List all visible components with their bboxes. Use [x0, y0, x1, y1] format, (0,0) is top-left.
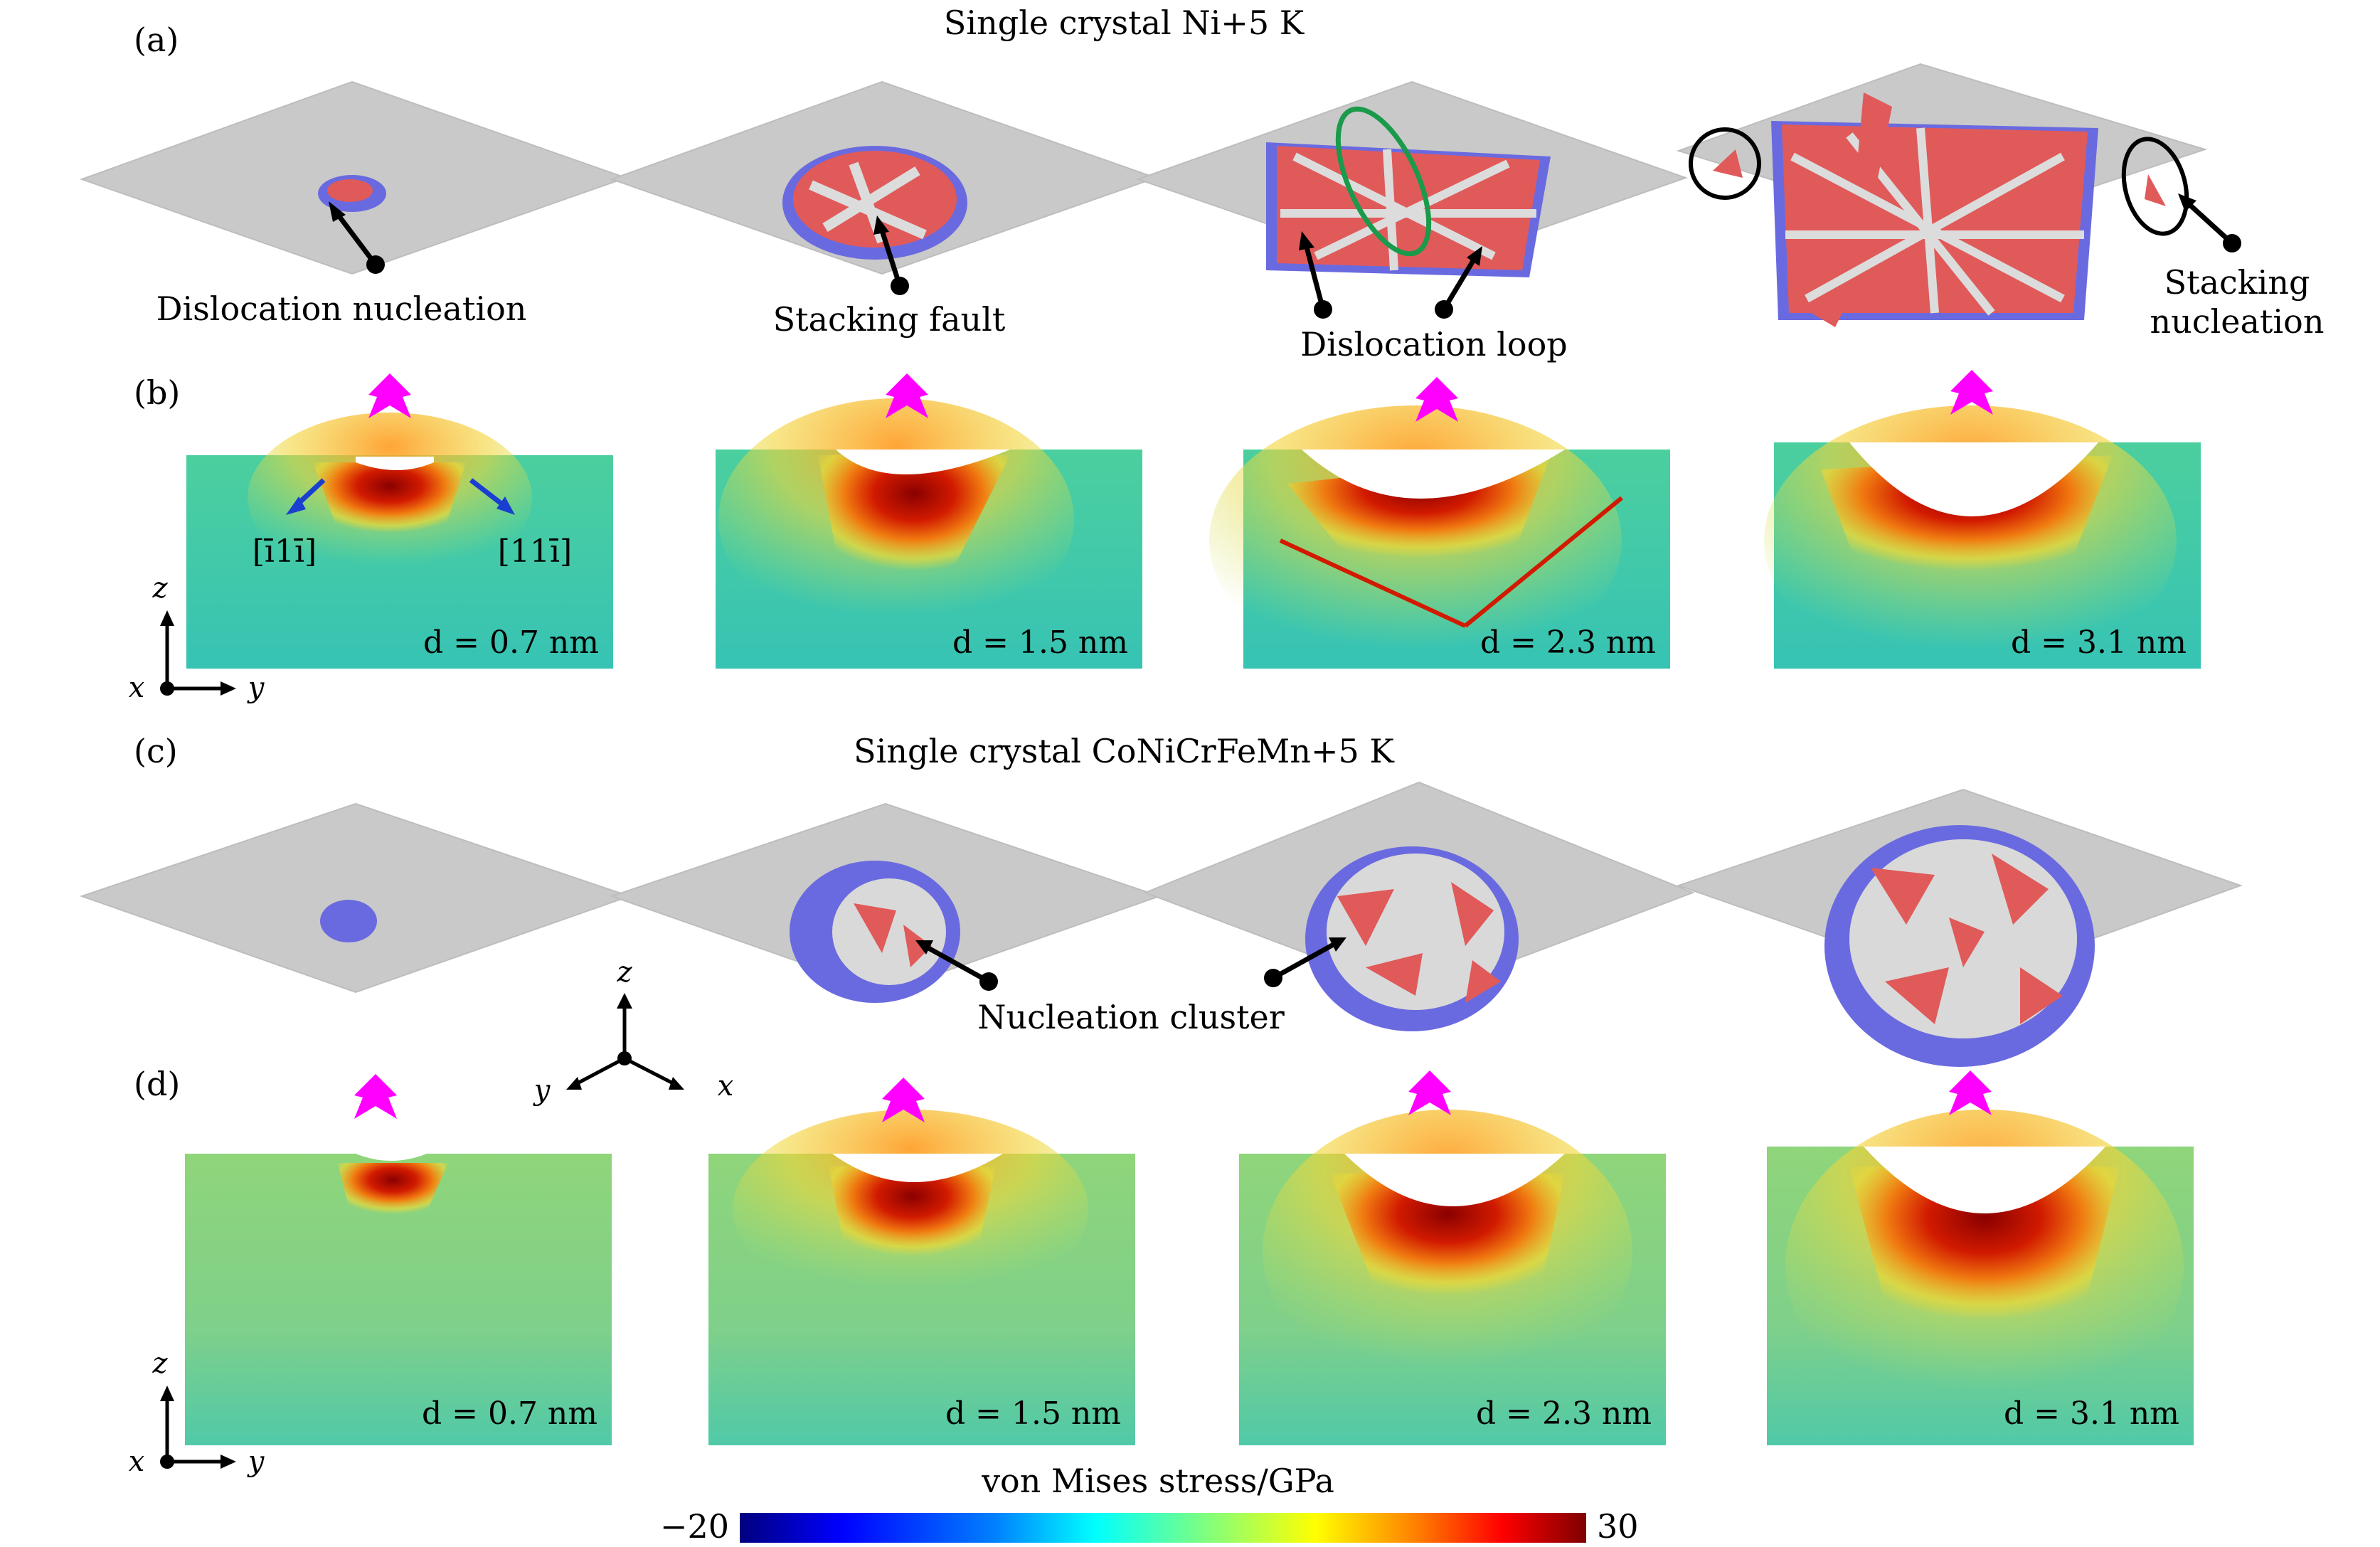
indenter-arrow [1950, 370, 1993, 415]
panel-b-maps [186, 398, 2201, 676]
annotation-dislocation-nucleation: Dislocation nucleation [156, 289, 527, 328]
axis3d-z-label: z [616, 956, 632, 989]
indenter-arrow [1408, 1070, 1451, 1115]
annotation-stacking-nucleation-2: nucleation [2150, 302, 2325, 341]
annotation-stacking-nucleation-1: Stacking [2164, 263, 2310, 302]
panel-d-maps [185, 1110, 2194, 1445]
ni-stress-map-4 [1764, 405, 2201, 676]
ni-snapshot-3 [1135, 80, 1689, 277]
indenter-arrow [886, 373, 928, 418]
callout-arrow [1272, 940, 1339, 981]
depth-label-d4: d = 3.1 nm [2004, 1396, 2179, 1432]
ni-stress-map-2 [716, 398, 1142, 669]
axis-x-label-b: x [129, 671, 145, 704]
depth-label-d3: d = 2.3 nm [1476, 1396, 1652, 1432]
panel-d-label: (d) [134, 1065, 180, 1103]
indenter-arrow [1949, 1070, 1992, 1115]
annotation-nucleation-cluster: Nucleation cluster [977, 998, 1285, 1036]
panel-b-label: (b) [134, 373, 180, 412]
colorbar-title: von Mises stress/GPa [981, 1462, 1334, 1500]
depth-label-b4: d = 3.1 nm [2011, 624, 2187, 661]
axis3d-x-label: x [718, 1070, 734, 1102]
axis-y-label-b: y [247, 671, 265, 704]
direction-right-label: [11ī] [498, 533, 572, 570]
direction-arrows [286, 478, 515, 515]
panel-c-label: (c) [134, 732, 178, 770]
axis-z-label-b: z [152, 572, 168, 605]
hea-snapshot-2 [609, 802, 1162, 1003]
panel-d-indenter-arrows [354, 1070, 1992, 1122]
annotation-dislocation-loop: Dislocation loop [1300, 325, 1567, 363]
hea-snapshot-4 [1676, 788, 2243, 1067]
hea-snapshot-1 [79, 802, 632, 994]
callout-arrow [878, 225, 903, 287]
panel-a-snapshots [80, 63, 2208, 327]
panel-b-indenter-arrows [368, 370, 1993, 422]
depth-label-b1: d = 0.7 nm [423, 624, 599, 661]
panel-a-callouts [329, 193, 2241, 319]
indenter-arrow [354, 1074, 397, 1119]
indenter-arrow [882, 1078, 925, 1122]
colorbar [740, 1513, 1586, 1543]
colorbar-max-label: 30 [1597, 1507, 1639, 1546]
hea-snapshot-3 [1143, 781, 1695, 1031]
callout-arrow [332, 208, 378, 267]
hea-stress-map-1 [185, 1154, 612, 1445]
hea-stress-map-4 [1767, 1110, 2194, 1445]
ni-stress-map-3 [1209, 405, 1670, 676]
hea-stress-map-3 [1239, 1110, 1666, 1445]
depth-label-b2: d = 1.5 nm [952, 624, 1128, 661]
axis-x-label-d: x [129, 1445, 145, 1478]
callout-arrow [1441, 255, 1479, 311]
axis-y-label-d: y [247, 1445, 265, 1478]
axis-z-label-d: z [152, 1347, 168, 1380]
depth-label-b3: d = 2.3 nm [1480, 624, 1656, 661]
hea-stress-map-2 [708, 1110, 1135, 1445]
ni-snapshot-4 [1676, 63, 2208, 327]
panel-a-label: (a) [134, 21, 179, 59]
callout-arrow [1302, 241, 1326, 310]
axes-indicator-d [160, 1386, 236, 1469]
panel-c-title: Single crystal CoNiCrFeMn+5 K [854, 732, 1395, 770]
direction-left-label: [ī1ī] [253, 533, 317, 570]
panel-c-callouts [915, 937, 1346, 991]
depth-label-d1: d = 0.7 nm [422, 1396, 597, 1432]
indenter-arrow [1415, 377, 1458, 422]
axes-3d-indicator [566, 993, 684, 1090]
callout-arrow [923, 943, 990, 984]
colorbar-min-label: −20 [660, 1507, 729, 1546]
depth-label-d2: d = 1.5 nm [945, 1396, 1121, 1432]
ni-snapshot-1 [80, 80, 629, 275]
callout-arrow [2183, 198, 2234, 245]
panel-a-title: Single crystal Ni+5 K [944, 4, 1305, 42]
panel-c-snapshots [79, 781, 2243, 1067]
ni-stress-map-1 [186, 413, 613, 669]
indenter-arrow [368, 373, 411, 418]
axes-indicator-b [160, 610, 236, 696]
ni-snapshot-2 [610, 80, 1159, 275]
annotation-stacking-fault: Stacking fault [773, 300, 1006, 339]
axis3d-y-label: y [533, 1074, 551, 1107]
